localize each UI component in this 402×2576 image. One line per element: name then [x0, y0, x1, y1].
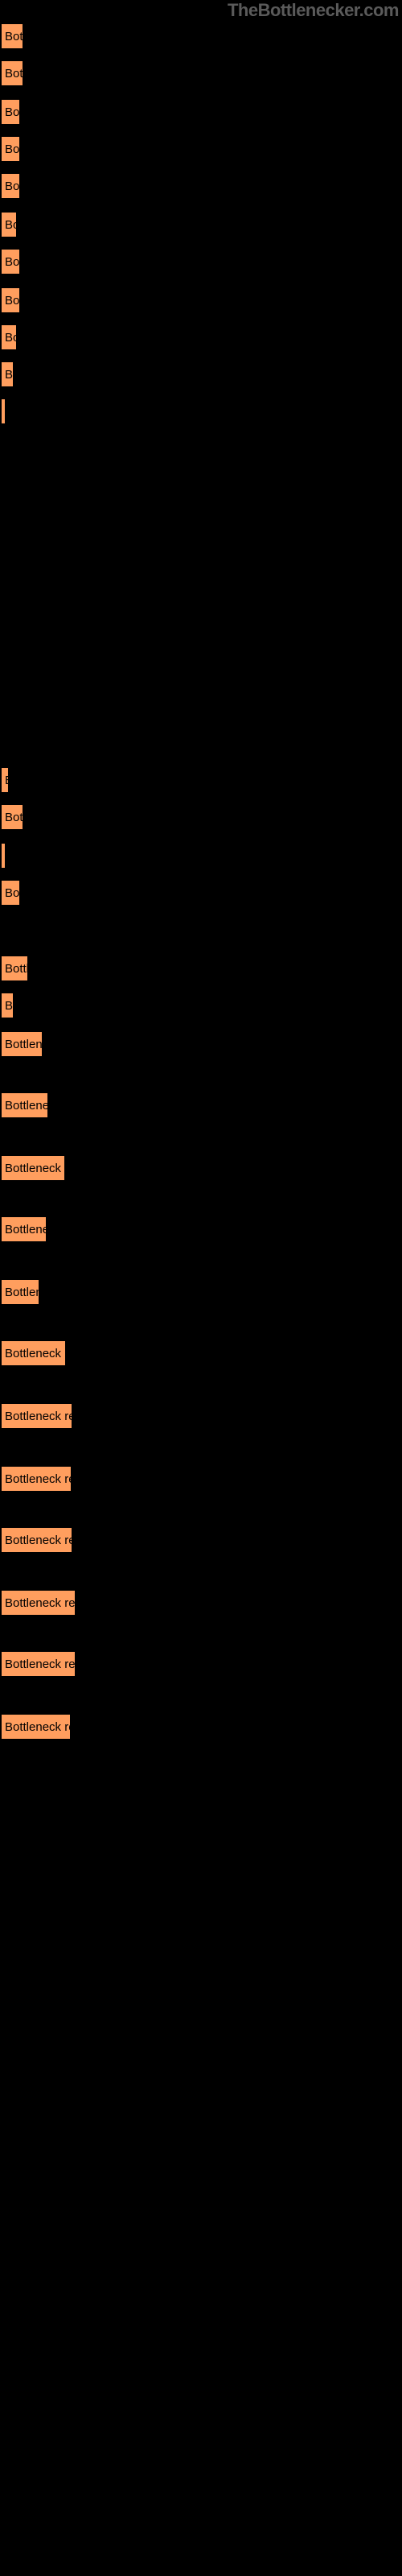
bar-label: Bottleneck result	[2, 1038, 43, 1051]
bar-label: Bottleneck result	[2, 1099, 49, 1113]
bar: Bottleneck result	[0, 1092, 49, 1119]
bar-label: Bottleneck result	[2, 331, 18, 345]
bar: Bottleneck result	[0, 287, 21, 314]
bar-label: Bottleneck result	[2, 962, 29, 976]
bar: Bottleneck result	[0, 955, 29, 982]
bar-label: Bottleneck result	[2, 255, 21, 269]
bar-label: Bottleneck result	[2, 811, 24, 824]
bar: Bottleneck result	[0, 1526, 73, 1554]
bar: Bottleneck result	[0, 1278, 40, 1306]
bar: Bottleneck result	[0, 1589, 76, 1616]
bar-label: Bottleneck result	[2, 1596, 76, 1610]
bar-label: Bottleneck result	[2, 180, 21, 193]
bar: Bottleneck result	[0, 398, 6, 425]
bar: Bottleneck result	[0, 1650, 76, 1678]
bar: Bottleneck result	[0, 248, 21, 275]
bar-label: Bottleneck result	[2, 142, 21, 156]
bar: Bottleneck result	[0, 135, 21, 163]
bar: Bottleneck result	[0, 1216, 47, 1243]
bar: Bottleneck result	[0, 1154, 66, 1182]
bar-label: Bottleneck result	[2, 67, 24, 80]
bar: Bottleneck result	[0, 23, 24, 50]
bar-label: Bottleneck result	[2, 774, 10, 787]
bar: Bottleneck result	[0, 1340, 67, 1367]
bar: Bottleneck result	[0, 992, 14, 1019]
bar: Bottleneck result	[0, 172, 21, 200]
bar-label: Bottleneck result	[2, 1657, 76, 1671]
bar-label: Bottleneck result	[2, 886, 21, 900]
bar: Bottleneck result	[0, 361, 14, 388]
bar-label: Bottleneck result	[2, 999, 14, 1013]
bar-label: Bottleneck result	[2, 105, 21, 119]
bar: Bottleneck result	[0, 1465, 72, 1492]
bar-label: Bottleneck result	[2, 1720, 72, 1734]
bar-label: Bottleneck result	[2, 368, 14, 382]
bar: Bottleneck result	[0, 1030, 43, 1058]
bar-label: Bottleneck result	[2, 218, 18, 232]
bar-label: Bottleneck result	[2, 1534, 73, 1547]
bar: Bottleneck result	[0, 842, 6, 869]
bottleneck-bar-chart: TheBottlenecker.com Bottleneck result Bot…	[0, 0, 402, 2576]
bar-label: Bottleneck result	[2, 1162, 66, 1175]
bar: Bottleneck result	[0, 803, 24, 831]
watermark-text: TheBottlenecker.com	[228, 0, 399, 21]
bar-label: Bottleneck result	[2, 1472, 72, 1486]
bar-label: Bottleneck result	[2, 1347, 67, 1360]
bar: Bottleneck result	[0, 1713, 72, 1740]
bar: Bottleneck result	[0, 211, 18, 238]
bar-label: Bottleneck result	[2, 1223, 47, 1236]
bar-label: Bottleneck result	[2, 30, 24, 43]
bar: Bottleneck result	[0, 1402, 73, 1430]
bar-label: Bottleneck result	[2, 849, 6, 863]
bar: Bottleneck result	[0, 766, 10, 794]
bar: Bottleneck result	[0, 324, 18, 351]
bar-label: Bottleneck result	[2, 405, 6, 419]
bar: Bottleneck result	[0, 60, 24, 87]
bar: Bottleneck result	[0, 98, 21, 126]
bar-label: Bottleneck result	[2, 294, 21, 308]
bar-label: Bottleneck result	[2, 1286, 40, 1299]
bar: Bottleneck result	[0, 879, 21, 906]
bar-label: Bottleneck result	[2, 1410, 73, 1423]
